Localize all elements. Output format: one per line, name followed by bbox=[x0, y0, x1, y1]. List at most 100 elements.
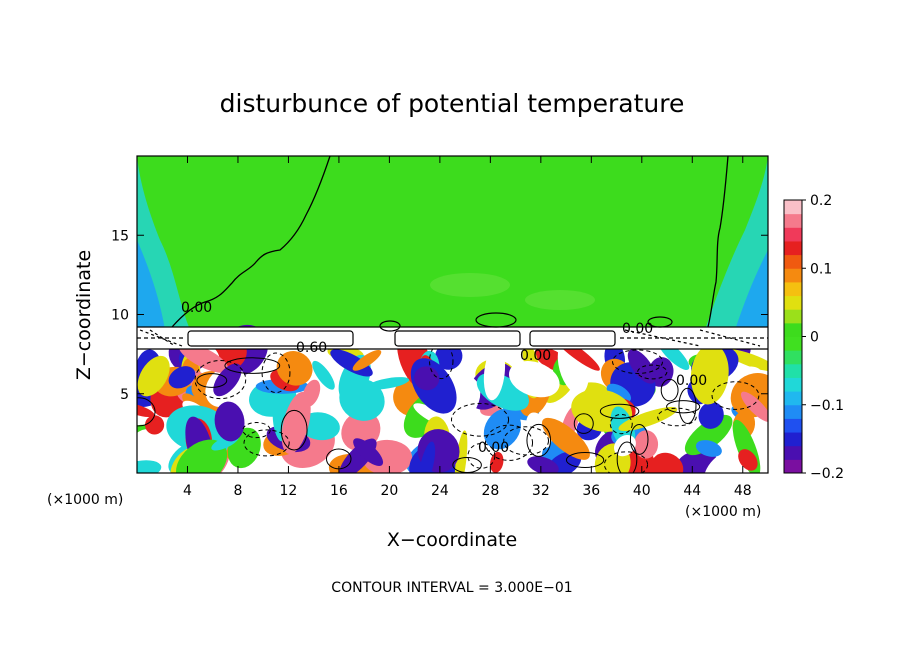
x-tick-label: 12 bbox=[280, 483, 298, 499]
x-tick-label: 16 bbox=[330, 483, 348, 499]
contour-interval-note: CONTOUR INTERVAL = 3.000E−01 bbox=[331, 580, 572, 596]
turbulence-contour bbox=[612, 349, 664, 374]
turbulence-blob bbox=[740, 391, 768, 422]
turbulence-blob bbox=[618, 406, 678, 431]
colorbar-swatch bbox=[784, 240, 802, 256]
colorbar-swatch bbox=[784, 363, 802, 378]
turbulence-contour bbox=[196, 373, 228, 388]
turbulence-blob bbox=[634, 430, 659, 459]
turbulence-contour bbox=[450, 402, 510, 437]
turbulence-blob bbox=[137, 355, 170, 397]
x-tick-label: 36 bbox=[582, 483, 600, 499]
turbulence-blob bbox=[483, 344, 506, 401]
contour-label: 0.60 bbox=[296, 340, 327, 356]
turbulence-blob bbox=[724, 349, 768, 372]
colorbar-swatch bbox=[784, 418, 802, 433]
turbulence-blob bbox=[168, 366, 196, 389]
colorbar-swatch bbox=[784, 445, 802, 460]
turbulence-contour bbox=[243, 429, 290, 457]
turbulence-blob bbox=[352, 350, 382, 371]
turbulence-contour bbox=[242, 422, 271, 439]
turbulence-contour bbox=[711, 381, 760, 410]
turbulence-blob bbox=[527, 456, 559, 473]
colorbar-swatch bbox=[784, 404, 802, 419]
x-axis-label: X−coordinate bbox=[387, 529, 517, 551]
x-tick-label: 24 bbox=[431, 483, 449, 499]
turbulence-blob bbox=[695, 440, 722, 457]
colorbar-tick-label: 0.2 bbox=[810, 193, 832, 209]
turbulence-contour bbox=[429, 342, 454, 380]
turbulence-blob bbox=[508, 361, 560, 398]
contour-loop bbox=[379, 320, 401, 332]
colorbar-tick-label: −0.1 bbox=[810, 398, 844, 414]
colorbar-tick-label: −0.2 bbox=[810, 466, 844, 482]
colorbar-swatch bbox=[784, 350, 802, 365]
turbulence-blob bbox=[312, 360, 335, 390]
turbulence-blob bbox=[178, 342, 229, 373]
turbulence-blob bbox=[674, 450, 719, 473]
x-tick-label: 40 bbox=[633, 483, 651, 499]
band-dash bbox=[139, 329, 761, 347]
turbulence-contour bbox=[637, 364, 668, 380]
contour-label: 0.00 bbox=[622, 321, 653, 337]
turbulence-contour bbox=[526, 423, 552, 457]
turbulence-blob bbox=[627, 349, 656, 384]
colorbar-tick-label: 0.1 bbox=[810, 261, 832, 277]
turbulence-blob bbox=[690, 344, 729, 405]
turbulence-contour bbox=[194, 359, 247, 400]
colorbar-swatch bbox=[784, 268, 802, 283]
chart-title: disturbunce of potential temperature bbox=[220, 89, 685, 118]
turbulence-blob bbox=[330, 349, 373, 377]
turbulence-contour bbox=[657, 407, 697, 427]
plot-field: 0.00 0.60 0.00 0.00 0.00 0.00 bbox=[137, 156, 768, 473]
turbulence-blob bbox=[606, 383, 631, 403]
turbulence-contour bbox=[603, 451, 649, 473]
turbulence-contour bbox=[609, 413, 633, 435]
x-tick-label: 44 bbox=[683, 483, 701, 499]
turbulence-blob bbox=[738, 449, 758, 471]
x-tick-label: 4 bbox=[183, 483, 192, 499]
colorbar-swatch bbox=[784, 336, 802, 351]
colorbar-swatch bbox=[784, 295, 802, 310]
turbulence-contour bbox=[224, 357, 281, 374]
turbulence-contour bbox=[678, 387, 697, 425]
turbulence-blob bbox=[137, 460, 162, 473]
x-axis: 4 8 12 16 20 24 28 32 36 40 44 48 bbox=[183, 156, 752, 499]
turbulence-blob bbox=[176, 439, 228, 473]
zero-contour-right bbox=[707, 156, 729, 328]
warm-patch bbox=[525, 290, 595, 310]
turbulence-contour bbox=[666, 400, 701, 414]
colorbar-swatch bbox=[784, 391, 802, 406]
turbulence-blob bbox=[339, 378, 385, 421]
cold-core-right bbox=[735, 250, 768, 330]
turbulence-blob bbox=[490, 451, 504, 473]
colorbar-swatch bbox=[784, 377, 802, 392]
x-tick-label: 32 bbox=[532, 483, 550, 499]
turbulence-contour bbox=[599, 403, 640, 419]
turbulence-contour bbox=[503, 426, 550, 456]
turbulence-contour bbox=[261, 352, 291, 394]
turbulence-blob bbox=[435, 343, 463, 370]
turbulence-blob bbox=[698, 401, 724, 429]
turbulence-blob bbox=[730, 372, 768, 418]
x-unit-right: (×1000 m) bbox=[685, 504, 761, 520]
x-tick-label: 20 bbox=[380, 483, 398, 499]
contour-label: 0.00 bbox=[181, 300, 212, 316]
turbulence-contour bbox=[660, 378, 679, 402]
y-tick-label: 5 bbox=[120, 387, 129, 403]
x-tick-label: 28 bbox=[481, 483, 499, 499]
warm-patch bbox=[430, 273, 510, 297]
turbulence-blob bbox=[651, 452, 684, 473]
boundary-band bbox=[137, 327, 768, 349]
colorbar: −0.2 −0.1 0 0.1 0.2 bbox=[783, 193, 844, 482]
x-unit-left: (×1000 m) bbox=[47, 492, 123, 508]
turbulence-blob bbox=[704, 452, 731, 473]
turbulence-blob bbox=[454, 430, 468, 473]
colorbar-swatch bbox=[784, 459, 802, 474]
colorbar-swatch bbox=[784, 227, 802, 242]
turbulence-blob bbox=[276, 351, 313, 386]
colorbar-swatch bbox=[784, 281, 802, 297]
turbulence-contour bbox=[467, 442, 496, 469]
turbulence-contour bbox=[137, 397, 156, 427]
